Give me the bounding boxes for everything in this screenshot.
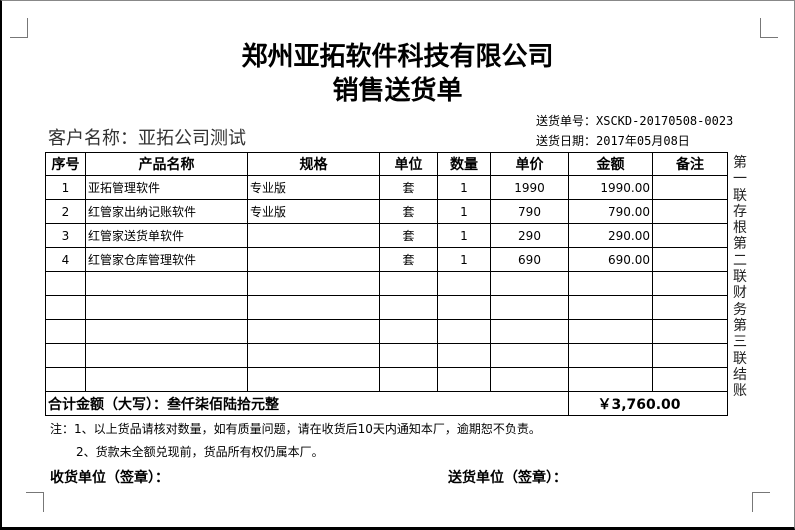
column-header: 备注 (652, 152, 728, 176)
empty-row (45, 295, 728, 320)
column-header: 单价 (490, 152, 569, 176)
receiver-signature: 收货单位（签章）： (50, 470, 169, 486)
table-cell (652, 199, 728, 224)
table-cell: 690.00 (568, 247, 653, 272)
table-cell (247, 223, 380, 248)
table-cell: 4 (45, 247, 86, 272)
table-cell (652, 175, 728, 200)
table-cell: 红管家出纳记账软件 (85, 199, 248, 224)
table-cell: 亚拓管理软件 (85, 175, 248, 200)
table-cell: 1 (437, 199, 491, 224)
table-cell: 1 (45, 175, 86, 200)
customer-name: 客户名称：亚拓公司测试 (48, 128, 246, 149)
total-row: 合计金额（大写）：叁仟柒佰陆拾元整 ￥3,760.00 (45, 391, 728, 416)
document-title: 销售送货单 (332, 76, 463, 106)
column-header: 序号 (45, 152, 86, 176)
table-cell: 290.00 (568, 223, 653, 248)
table-cell: 790 (490, 199, 569, 224)
order-number: 送货单号：XSCKD-20170508-0023 (536, 114, 734, 128)
items-table: 序号 产品名称 规格 单位 数量 单价 金额 备注 1 亚拓管理软件 专业版套 1 1990 1990.… (45, 152, 728, 416)
table-row: 2 红管家出纳记账软件 专业版套 1 790 790.00 (45, 199, 728, 224)
table-cell: 红管家送货单软件 (85, 223, 248, 248)
table-cell (652, 223, 728, 248)
table-row: 3 红管家送货单软件 套 1 290 290.00 (45, 223, 728, 248)
empty-row (45, 271, 728, 296)
table-cell: 2 (45, 199, 86, 224)
table-cell: 3 (45, 223, 86, 248)
table-row: 1 亚拓管理软件 专业版套 1 1990 1990.00 (45, 175, 728, 200)
crop-mark (26, 492, 44, 512)
empty-row (45, 343, 728, 368)
delivery-date: 送货日期：2017年05月08日 (536, 134, 690, 148)
column-header: 数量 (437, 152, 491, 176)
table-header: 序号 产品名称 规格 单位 数量 单价 金额 备注 (45, 152, 728, 176)
table-cell: 290 (490, 223, 569, 248)
column-header: 产品名称 (85, 152, 248, 176)
table-cell: 套 (379, 199, 438, 224)
empty-row (45, 367, 728, 392)
total-label: 合计金额（大写）：叁仟柒佰陆拾元整 (45, 391, 569, 416)
table-cell: 690 (490, 247, 569, 272)
table-cell: 1 (437, 247, 491, 272)
note-1: 注：1、以上货品请核对数量，如有质量问题，请在收货后10天内通知本厂，逾期恕不负… (50, 422, 541, 436)
table-cell: 专业版 (247, 199, 380, 224)
table-cell: 红管家仓库管理软件 (85, 247, 248, 272)
table-cell: 1990.00 (568, 175, 653, 200)
column-header: 规格 (247, 152, 380, 176)
table-cell: 套 (379, 223, 438, 248)
copy-labels: 第一联存根 第二联财务 第三联结账 (733, 155, 747, 400)
table-cell: 套 (379, 175, 438, 200)
note-2: 2、货款未全额兑现前，货品所有权仍属本厂。 (76, 445, 324, 459)
company-title: 郑州亚拓软件科技有限公司 (241, 42, 554, 72)
crop-mark (10, 18, 28, 38)
empty-row (45, 319, 728, 344)
sender-signature: 送货单位（签章）： (448, 470, 567, 486)
crop-mark (752, 492, 770, 512)
table-cell: 专业版 (247, 175, 380, 200)
table-row: 4 红管家仓库管理软件 套 1 690 690.00 (45, 247, 728, 272)
table-cell (247, 247, 380, 272)
table-cell (652, 247, 728, 272)
table-cell: 套 (379, 247, 438, 272)
total-value: ￥3,760.00 (568, 391, 728, 416)
column-header: 单位 (379, 152, 438, 176)
table-cell: 1990 (490, 175, 569, 200)
crop-mark (760, 18, 778, 38)
table-cell: 1 (437, 223, 491, 248)
table-cell: 1 (437, 175, 491, 200)
table-cell: 790.00 (568, 199, 653, 224)
column-header: 金额 (568, 152, 653, 176)
